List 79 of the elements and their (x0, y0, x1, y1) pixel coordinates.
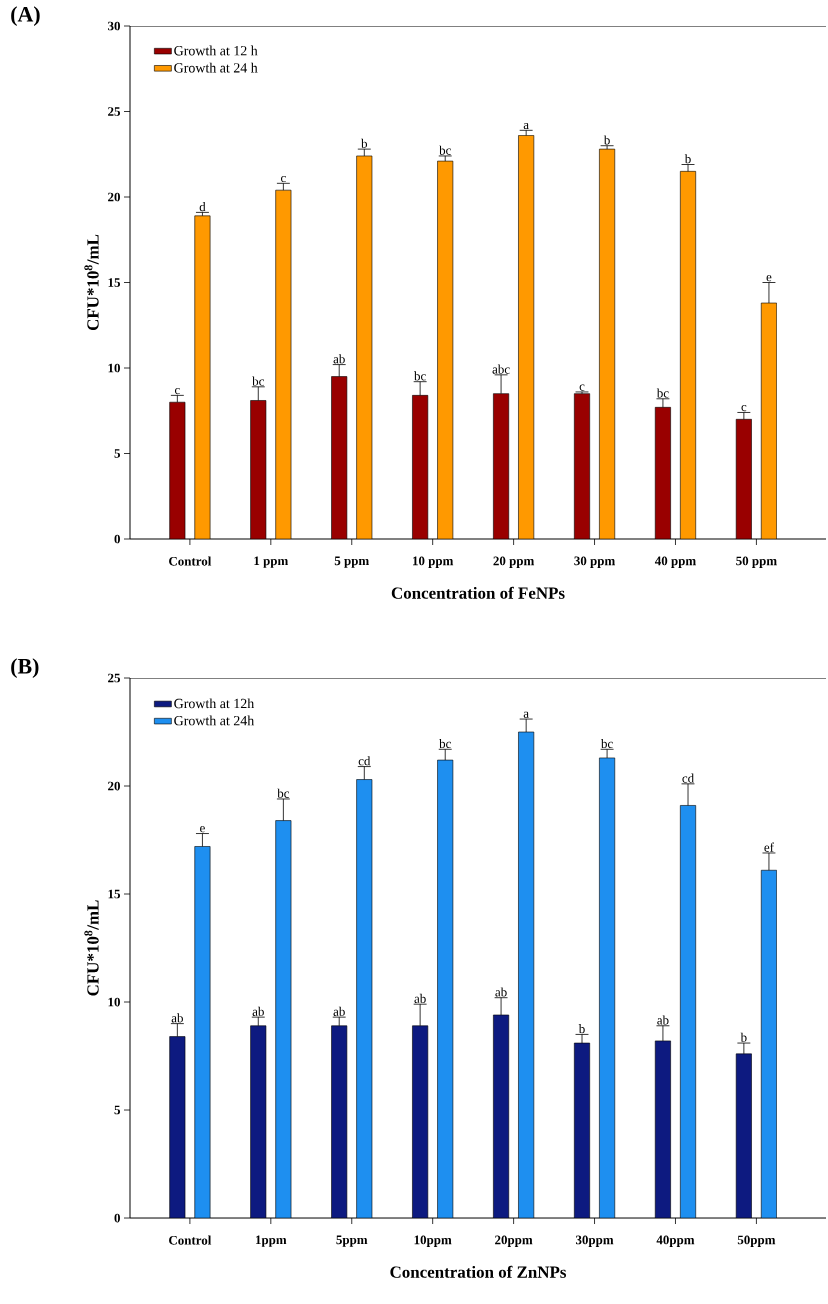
x-tick-label: Control (169, 1235, 212, 1245)
annotation: a (523, 122, 529, 130)
annotation: ab (657, 1015, 669, 1025)
annotation: ab (252, 1006, 264, 1016)
annotation: e (200, 826, 205, 833)
x-tick-label: 20 ppm (493, 556, 535, 568)
y-tick-label: 0 (114, 534, 120, 544)
annotation: ef (764, 842, 774, 852)
x-tick-label: 10ppm (414, 1235, 452, 1247)
annotation: cd (358, 756, 371, 766)
annotation: ab (333, 354, 345, 364)
annotation: ab (495, 987, 507, 997)
x-tick-label: 1ppm (256, 1235, 287, 1247)
annotation: ab (171, 1013, 183, 1023)
annotation: bc (656, 388, 669, 398)
legend-label: Growth at 12 h (174, 45, 258, 56)
x-tick-label: 40ppm (656, 1235, 695, 1247)
y-tick-label: 5 (114, 449, 120, 458)
y-tick-label: 10 (108, 997, 120, 1007)
x-tick-label: 30 ppm (574, 556, 615, 568)
y-tick-label: 15 (108, 889, 120, 899)
annotation: b (603, 135, 610, 145)
x-tick-label: 20ppm (495, 1235, 533, 1247)
y-tick-label: 0 (114, 1213, 120, 1223)
legend-label: Growth at 12h (174, 698, 255, 709)
bar (356, 779, 373, 1219)
x-tick-label: 50ppm (737, 1235, 776, 1247)
bar (518, 731, 535, 1219)
annotation: c (174, 387, 180, 395)
annotation: e (766, 275, 772, 282)
x-tick-label: 50 ppm (736, 556, 777, 568)
x-tick-label: 5ppm (336, 1235, 368, 1247)
x-tick-label: 5 ppm (334, 556, 369, 568)
annotation: b (740, 1032, 747, 1042)
annotation: ab (414, 993, 426, 1003)
y-tick-label: 25 (108, 673, 120, 683)
annotation: c (280, 175, 286, 183)
annotation: b (684, 154, 691, 164)
annotation: bc (414, 371, 426, 381)
y-tick-label: 20 (108, 192, 120, 202)
x-axis-title: Concentration of ZnNPs (390, 1265, 567, 1278)
annotation: bc (277, 788, 290, 798)
annotation: bc (439, 145, 451, 155)
annotation: abc (492, 364, 510, 374)
bar (680, 805, 697, 1219)
annotation: c (741, 405, 747, 412)
x-tick-label: Control (169, 556, 212, 566)
y-tick-label: 25 (108, 107, 120, 116)
annotation: d (199, 202, 206, 212)
chart-title: (B) (11, 658, 39, 679)
annotation: bc (600, 738, 613, 749)
x-tick-label: 30ppm (575, 1235, 614, 1247)
bar (194, 846, 211, 1219)
annotation: cd (682, 773, 694, 783)
chart-title: (A) (11, 6, 40, 27)
bar (275, 820, 292, 1219)
x-tick-label: 10 ppm (413, 556, 454, 568)
y-tick-label: 5 (114, 1105, 120, 1115)
annotation: ab (333, 1006, 345, 1016)
annotation: c (579, 384, 585, 391)
annotation: a (523, 711, 529, 718)
annotation: bc (439, 738, 451, 749)
bar (760, 869, 777, 1219)
legend-label: Growth at 24 h (174, 62, 258, 73)
x-tick-label: 1 ppm (254, 556, 289, 568)
legend-label: Growth at 24h (174, 715, 255, 726)
annotation: bc (252, 376, 264, 386)
y-tick-label: 20 (108, 781, 120, 791)
bar (599, 757, 616, 1219)
bar (437, 759, 454, 1219)
annotation: b (578, 1024, 585, 1034)
x-axis-title: Concentration of FeNPs (391, 586, 565, 599)
x-tick-label: 40 ppm (654, 556, 696, 568)
y-axis-title: CFU*10$^{8}$/mL (84, 900, 99, 996)
y-tick-label: 10 (108, 363, 120, 373)
annotation: b (361, 138, 368, 148)
y-axis-title: CFU*10$^{8}$/mL (84, 234, 99, 331)
y-tick-label: 30 (108, 21, 120, 31)
y-tick-label: 15 (108, 278, 120, 287)
